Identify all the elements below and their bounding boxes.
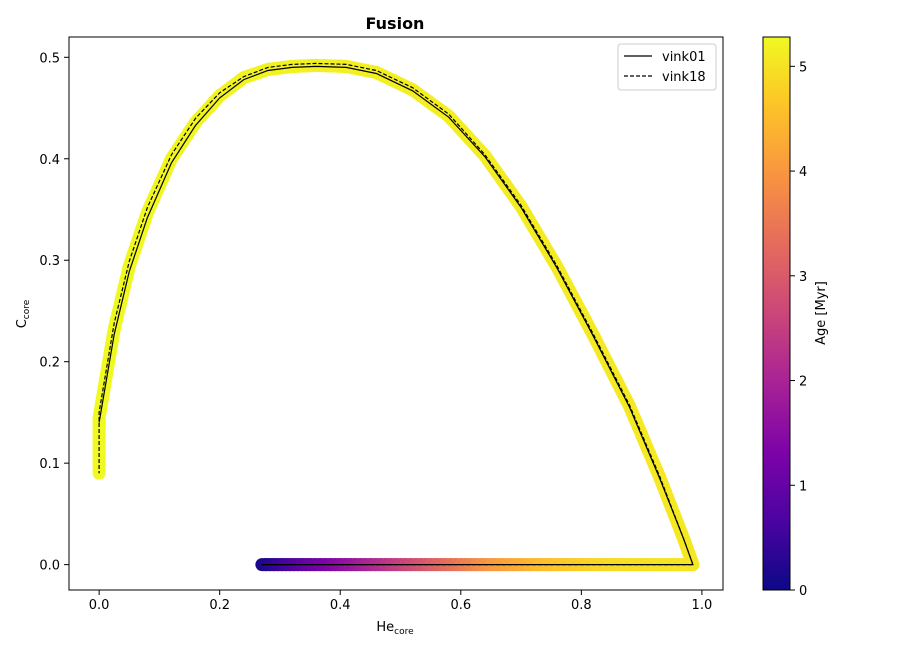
x-tick-label: 1.0: [692, 598, 713, 613]
y-tick-label: 0.0: [39, 559, 60, 574]
y-axis-label-main: C: [15, 319, 30, 328]
x-axis-label: Hecore: [376, 620, 414, 637]
y-tick-label: 0.1: [39, 457, 60, 472]
colorbar-tick-label: 4: [799, 165, 807, 180]
colorbar-tick-label: 3: [799, 270, 807, 285]
y-tick-label: 0.4: [39, 153, 60, 168]
colorbar-ticks: 0 1 2 3 4 5: [790, 60, 807, 599]
series-lines: [98, 62, 694, 566]
colorbar-tick-label: 0: [799, 584, 807, 599]
y-axis: 0.0 0.1 0.2 0.3 0.4 0.5: [39, 51, 69, 574]
x-axis-label-sub: core: [394, 627, 414, 637]
chart-title: Fusion: [366, 14, 425, 33]
legend-label-vink01: vink01: [662, 50, 706, 65]
y-axis-label-sub: core: [22, 299, 32, 319]
colorbar: [762, 36, 791, 591]
x-tick-label: 0.0: [89, 598, 110, 613]
x-tick-label: 0.4: [330, 598, 351, 613]
legend: vink01 vink18: [617, 43, 717, 91]
colorbar-tick-label: 2: [799, 375, 807, 390]
x-tick-label: 0.2: [209, 598, 230, 613]
y-tick-label: 0.3: [39, 254, 60, 269]
colorbar-tick-label: 5: [799, 60, 807, 75]
series-line-vink18: [98, 62, 694, 566]
x-axis: 0.0 0.2 0.4 0.6 0.8 1.0: [89, 590, 712, 613]
y-tick-label: 0.5: [39, 51, 60, 66]
plot-frame: [68, 36, 724, 591]
x-tick-label: 0.6: [450, 598, 471, 613]
colorbar-label: Age [Myr]: [814, 281, 829, 345]
x-axis-label-main: He: [376, 620, 394, 635]
y-tick-label: 0.2: [39, 356, 60, 371]
legend-label-vink18: vink18: [662, 70, 706, 85]
x-tick-label: 0.8: [571, 598, 592, 613]
colorbar-tick-label: 1: [799, 479, 807, 494]
age-track: [92, 58, 700, 572]
y-axis-label: Ccore: [15, 299, 32, 328]
